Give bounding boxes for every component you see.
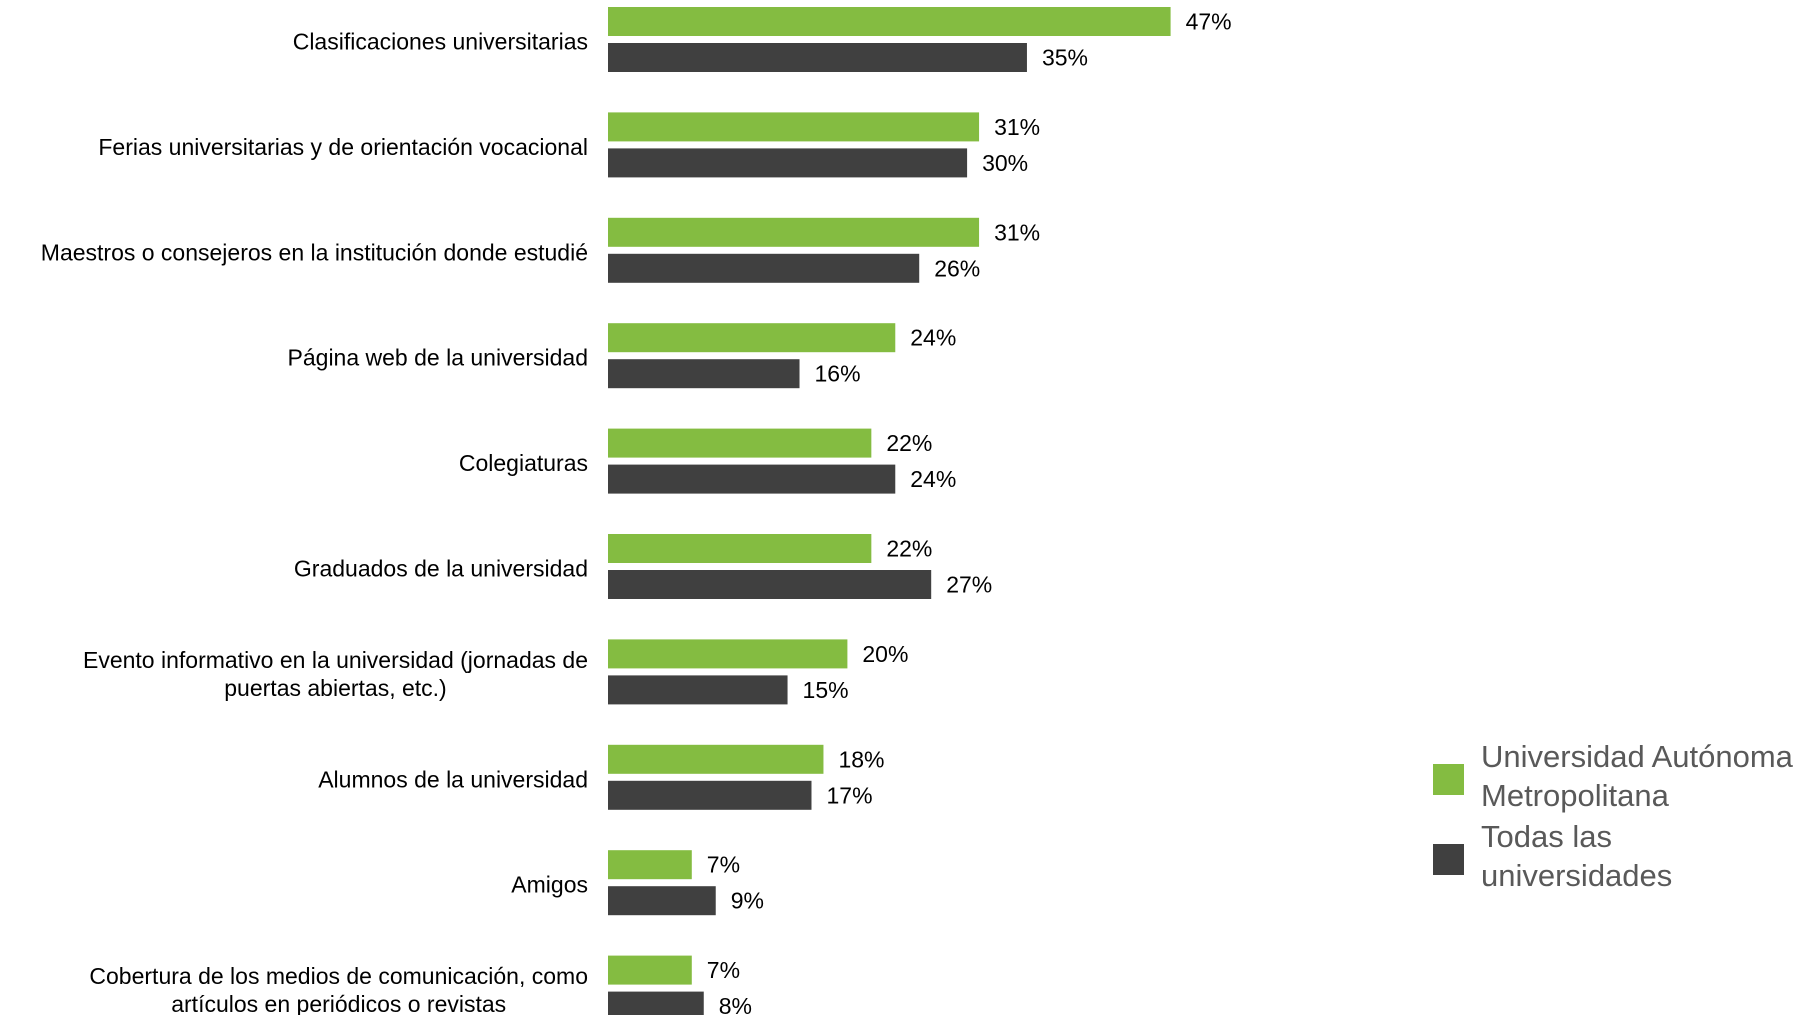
value-label: 22% [886,536,932,562]
value-label: 24% [910,466,956,492]
value-label: 35% [1042,45,1088,71]
bar-uam [608,323,896,353]
value-label: 7% [707,957,740,983]
bar-todas [608,43,1027,72]
value-label: 16% [815,361,861,387]
value-label: 15% [803,677,849,703]
legend-swatch [1433,764,1464,795]
bar-uam [608,7,1171,36]
bar-uam [608,428,872,458]
bar-uam [608,112,980,142]
value-label: 17% [826,782,872,808]
bar-uam [608,639,848,669]
value-label: 30% [982,150,1028,176]
bars [608,7,1171,1020]
bar-uam [608,744,824,774]
value-label: 22% [886,430,932,456]
category-label: Graduados de la universidad [294,556,588,582]
bar-todas [608,675,788,705]
bar-uam [608,217,980,247]
value-label: 47% [1186,9,1232,35]
value-label: 8% [719,993,752,1015]
value-label: 24% [910,325,956,351]
category-label: Amigos [511,872,588,898]
category-label: Alumnos de la universidad [318,766,588,792]
category-label: Clasificaciones universitarias [293,29,588,55]
value-label: 7% [707,852,740,878]
legend-label: Todas las universidades [1481,819,1672,893]
value-label: 31% [994,219,1040,245]
value-label: 26% [934,255,980,281]
category-labels: Clasificaciones universitarias Ferias uni… [41,29,588,1018]
value-label: 31% [994,114,1040,140]
value-labels: 47% 35% 31% 30% 31% 26% 24% 16% 22% 24% 22% 27% 20% 1… [707,9,1232,1020]
value-label: 9% [731,888,764,914]
bar-todas [608,359,800,389]
value-label: 20% [862,641,908,667]
bar-uam [608,955,692,985]
category-label: Evento informativo en la universidad (jo… [83,647,588,701]
bar-todas [608,464,896,494]
value-label: 27% [946,572,992,598]
bar-todas [608,991,704,1020]
category-label: Página web de la universidad [288,345,588,371]
bar-todas [608,148,968,178]
legend-label: Universidad Autónoma Metropolitana [1481,739,1794,813]
category-label: Cobertura de los medios de comunicación,… [89,963,588,1015]
category-label: Colegiaturas [459,450,588,476]
bar-todas [608,253,920,283]
bar-uam [608,534,872,563]
category-label: Ferias universitarias y de orientación v… [98,134,588,160]
category-label: Maestros o consejeros en la institución … [41,239,588,265]
bar-todas [608,570,932,599]
value-label: 18% [838,746,884,772]
bar-todas [608,780,812,810]
legend-swatch [1433,844,1464,875]
bar-uam [608,850,692,880]
bar-todas [608,886,716,916]
